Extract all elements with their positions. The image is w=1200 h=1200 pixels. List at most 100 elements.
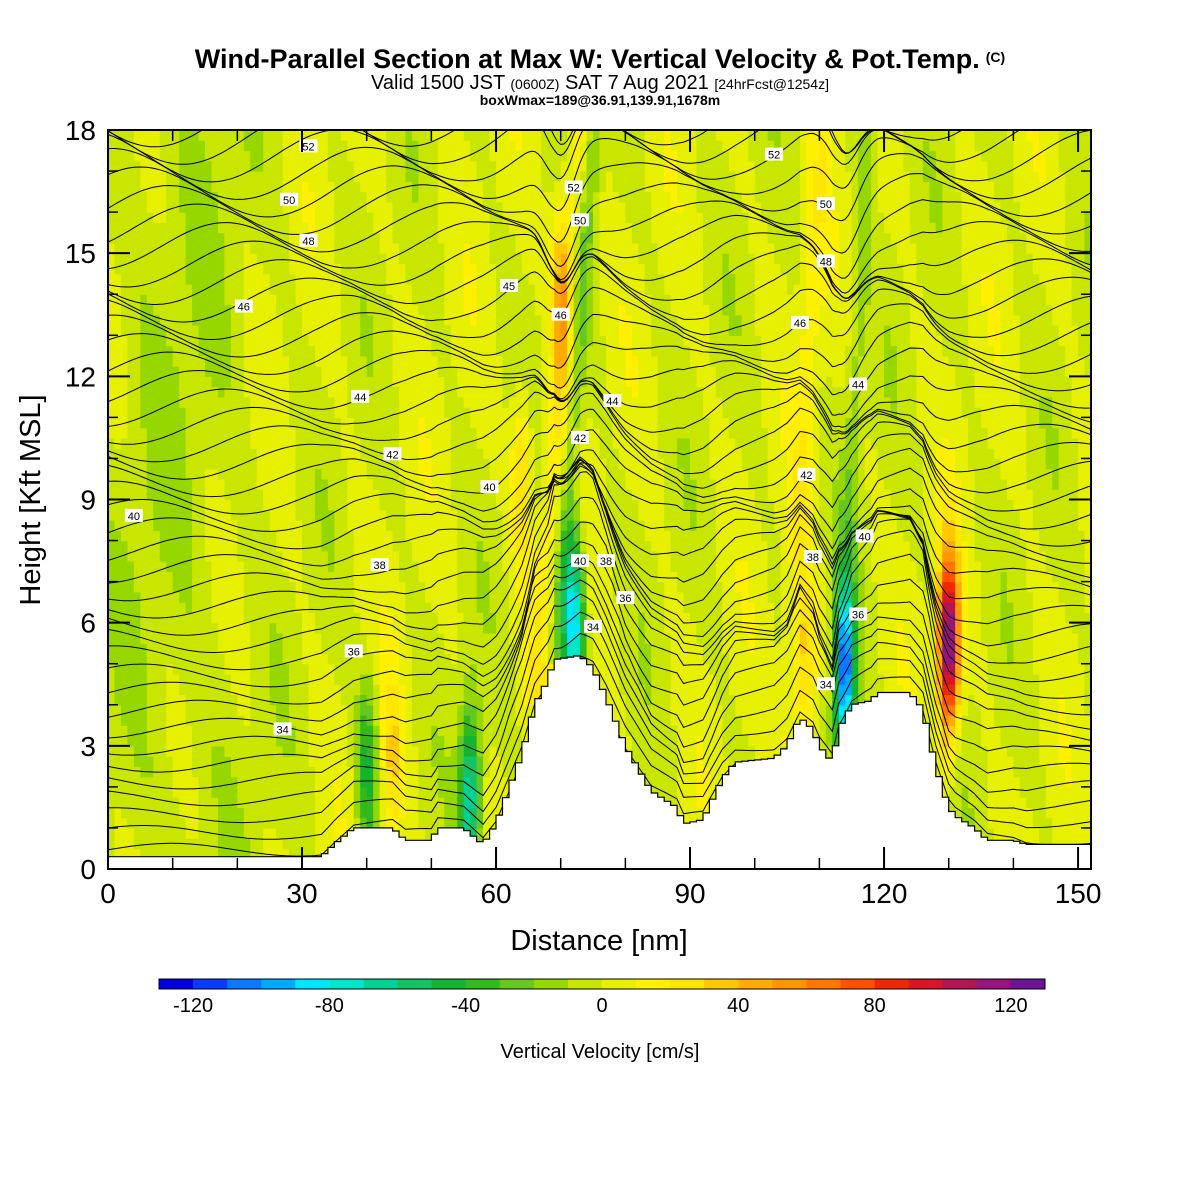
velocity-cell: [457, 140, 465, 152]
velocity-cell: [224, 160, 232, 172]
velocity-cell: [295, 191, 303, 203]
velocity-cell: [217, 437, 226, 449]
velocity-cell: [314, 437, 323, 449]
velocity-cell: [314, 191, 323, 203]
velocity-cell: [192, 212, 200, 223]
velocity-cell: [405, 715, 413, 726]
velocity-cell: [360, 663, 368, 675]
velocity-cell: [127, 407, 135, 418]
velocity-field: [108, 130, 1091, 869]
velocity-cell: [463, 725, 471, 737]
velocity-cell: [496, 355, 504, 367]
velocity-cell: [541, 366, 549, 377]
velocity-cell: [360, 673, 368, 685]
velocity-cell: [483, 530, 491, 542]
velocity-cell: [450, 612, 458, 624]
velocity-cell: [120, 499, 128, 511]
velocity-cell: [476, 653, 484, 665]
velocity-cell: [153, 540, 161, 552]
velocity-cell: [256, 325, 264, 336]
velocity-cell: [127, 550, 135, 562]
velocity-cell: [127, 622, 135, 634]
velocity-cell: [198, 684, 206, 696]
velocity-cell: [321, 786, 329, 798]
velocity-cell: [373, 520, 381, 531]
velocity-cell: [347, 201, 355, 213]
velocity-cell: [224, 848, 232, 860]
velocity-cell: [399, 304, 407, 316]
velocity-cell: [302, 725, 310, 737]
velocity-cell: [256, 807, 264, 819]
velocity-cell: [256, 181, 264, 193]
velocity-cell: [373, 663, 381, 675]
velocity-cell: [424, 417, 432, 429]
velocity-cell: [373, 591, 381, 603]
velocity-cell: [379, 745, 387, 757]
velocity-cell: [114, 612, 122, 624]
velocity-cell: [424, 591, 432, 603]
velocity-cell: [166, 181, 174, 193]
velocity-cell: [399, 817, 407, 829]
velocity-cell: [502, 130, 510, 141]
velocity-cell: [127, 263, 135, 275]
velocity-cell: [411, 448, 420, 460]
velocity-cell: [411, 304, 420, 316]
velocity-cell: [192, 561, 200, 572]
velocity-cell: [373, 273, 381, 285]
velocity-cell: [256, 212, 264, 223]
velocity-cell: [424, 817, 432, 829]
velocity-cell: [386, 478, 394, 490]
velocity-cell: [476, 366, 484, 377]
velocity-cell: [424, 499, 432, 511]
velocity-cell: [411, 294, 420, 306]
velocity-cell: [437, 550, 445, 562]
velocity-cell: [444, 232, 452, 244]
velocity-cell: [334, 325, 342, 336]
velocity-cell: [314, 232, 323, 244]
velocity-cell: [321, 797, 329, 809]
velocity-cell: [515, 150, 523, 162]
velocity-cell: [528, 314, 536, 326]
velocity-cell: [314, 602, 323, 613]
velocity-cell: [392, 335, 400, 347]
velocity-cell: [114, 150, 122, 162]
velocity-cell: [353, 499, 361, 511]
velocity-cell: [379, 325, 387, 336]
velocity-cell: [179, 325, 187, 336]
velocity-cell: [127, 222, 135, 234]
velocity-cell: [133, 725, 141, 737]
velocity-cell: [418, 622, 426, 634]
velocity-cell: [179, 150, 187, 162]
velocity-cell: [120, 273, 128, 285]
velocity-cell: [470, 509, 478, 521]
velocity-cell: [166, 222, 174, 234]
velocity-cell: [185, 756, 193, 767]
velocity-cell: [373, 130, 381, 141]
velocity-cell: [250, 776, 258, 788]
velocity-cell: [327, 571, 335, 583]
velocity-cell: [237, 653, 245, 665]
velocity-cell: [360, 612, 368, 624]
velocity-cell: [166, 253, 174, 265]
velocity-cell: [302, 283, 310, 295]
velocity-cell: [302, 407, 310, 418]
velocity-cell: [217, 653, 226, 665]
velocity-cell: [353, 632, 361, 644]
velocity-cell: [250, 581, 258, 593]
velocity-cell: [282, 756, 290, 767]
velocity-cell: [237, 797, 245, 809]
velocity-cell: [366, 273, 374, 285]
velocity-cell: [521, 417, 529, 429]
velocity-cell: [153, 130, 161, 141]
velocity-cell: [463, 540, 471, 552]
velocity-cell: [133, 530, 141, 542]
velocity-cell: [308, 827, 316, 839]
velocity-cell: [192, 766, 200, 778]
velocity-cell: [521, 150, 529, 162]
velocity-cell: [192, 345, 200, 357]
velocity-cell: [314, 355, 323, 367]
velocity-cell: [289, 345, 297, 357]
velocity-cell: [489, 417, 497, 429]
velocity-cell: [230, 807, 238, 819]
velocity-cell: [153, 509, 161, 521]
